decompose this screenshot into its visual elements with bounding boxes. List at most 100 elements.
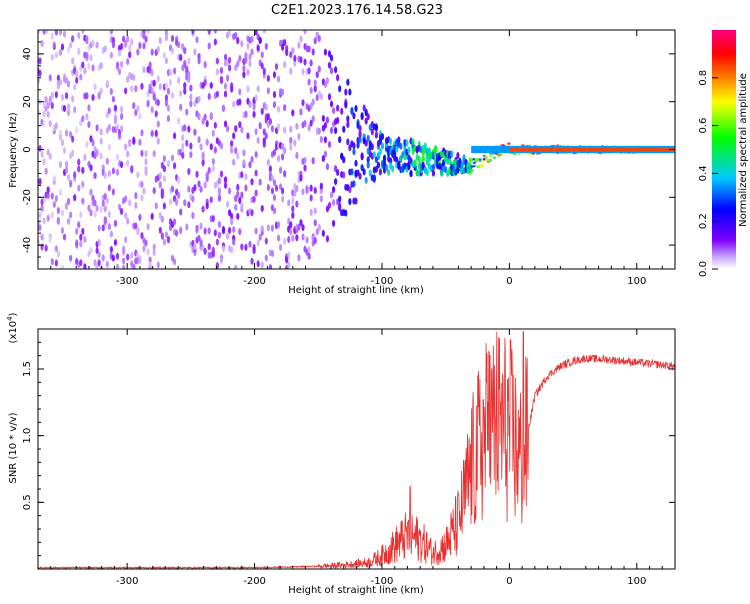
- heatmap-cell: [40, 233, 44, 241]
- heatmap-cell: [140, 129, 144, 137]
- heatmap-cell: [248, 161, 252, 169]
- heatmap-cell: [109, 88, 113, 96]
- heatmap-cell: [272, 71, 277, 79]
- heatmap-cell: [87, 121, 91, 129]
- heatmap-cell: [234, 125, 238, 133]
- heatmap-cell: [187, 125, 191, 133]
- heatmap-cell: [395, 145, 399, 153]
- heatmap-cell: [299, 56, 303, 64]
- heatmap-cell: [254, 189, 258, 197]
- heatmap-cell: [109, 245, 113, 253]
- heatmap-cell: [230, 85, 234, 93]
- heatmap-cell: [266, 87, 270, 95]
- heatmap-cell: [283, 39, 287, 47]
- heatmap-cell: [122, 257, 126, 265]
- heatmap-cell: [195, 226, 199, 234]
- heatmap-cell: [119, 105, 124, 113]
- heatmap-cell: [307, 246, 311, 254]
- heatmap-cell: [156, 120, 160, 128]
- heatmap-cell: [142, 187, 146, 195]
- heatmap-cell: [46, 192, 50, 200]
- heatmap-cell: [488, 159, 493, 162]
- heatmap-cell: [223, 90, 228, 98]
- spectrogram-y-label: Frequency (Hz): [8, 112, 19, 188]
- heatmap-cell: [107, 107, 111, 115]
- heatmap-cell: [221, 104, 226, 112]
- heatmap-cell: [372, 175, 376, 183]
- heatmap-cell: [79, 119, 83, 127]
- heatmap-cell: [407, 146, 411, 154]
- heatmap-cell: [232, 100, 236, 108]
- heatmap-cell: [236, 37, 240, 45]
- heatmap-cell: [93, 83, 97, 91]
- heatmap-cell: [311, 115, 315, 123]
- heatmap-cell: [38, 144, 42, 152]
- heatmap-cell: [238, 196, 242, 204]
- heatmap-cell: [248, 53, 252, 61]
- heatmap-cell: [144, 166, 148, 174]
- heatmap-cell: [119, 42, 124, 50]
- x-tick-label: -100: [371, 576, 394, 587]
- heatmap-cell: [305, 187, 309, 195]
- heatmap-cell: [352, 180, 356, 188]
- heatmap-cell: [54, 51, 58, 59]
- heatmap-cell: [199, 240, 203, 248]
- heatmap-cell: [264, 42, 268, 50]
- heatmap-cell: [223, 181, 228, 189]
- heatmap-cell: [66, 80, 71, 88]
- heatmap-cell: [321, 114, 325, 122]
- heatmap-cell: [179, 103, 183, 111]
- heatmap-cell: [207, 42, 211, 50]
- heatmap-cell: [248, 240, 252, 248]
- y-tick-label: 20: [22, 95, 33, 108]
- heatmap-cell: [254, 227, 258, 235]
- heatmap-cell: [283, 61, 287, 69]
- heatmap-cell: [138, 213, 142, 221]
- heatmap-cell: [170, 35, 175, 43]
- heatmap-cell: [50, 211, 54, 219]
- heatmap-cell: [166, 160, 171, 168]
- heatmap-cell: [54, 195, 58, 203]
- heatmap-cell: [75, 70, 79, 78]
- snr-x-label: Height of straight line (km): [288, 585, 424, 596]
- heatmap-cell: [327, 50, 332, 58]
- heatmap-cell: [177, 176, 181, 184]
- heatmap-cell: [329, 54, 334, 62]
- heatmap-cell: [46, 110, 50, 118]
- heatmap-cell: [66, 46, 71, 54]
- heatmap-cell: [95, 204, 99, 212]
- heatmap-cell: [124, 143, 128, 151]
- heatmap-cell: [60, 43, 65, 51]
- heatmap-cell: [313, 37, 317, 45]
- heatmap-cell: [162, 155, 166, 163]
- heatmap-cell: [276, 75, 281, 83]
- heatmap-cell: [40, 243, 44, 251]
- heatmap-cell: [203, 61, 207, 69]
- heatmap-cell: [378, 168, 383, 176]
- heatmap-cell: [197, 57, 201, 65]
- heatmap-cell: [431, 163, 436, 171]
- heatmap-cell: [213, 38, 217, 46]
- heatmap-cell: [205, 172, 209, 180]
- heatmap-cell: [195, 170, 199, 178]
- heatmap-cell: [299, 35, 303, 43]
- heatmap-cell: [272, 101, 277, 109]
- heatmap-cell: [77, 32, 81, 40]
- heatmap-cell: [356, 141, 360, 149]
- heatmap-cell: [56, 250, 60, 258]
- heatmap-cell: [527, 152, 531, 156]
- heatmap-cell: [236, 183, 240, 191]
- heatmap-cell: [181, 43, 185, 51]
- heatmap-cell: [260, 62, 264, 70]
- heatmap-cell: [164, 94, 169, 102]
- heatmap-cell: [56, 207, 60, 215]
- heatmap-cell: [81, 197, 85, 205]
- heatmap-cell: [126, 159, 130, 167]
- heatmap-cell: [40, 150, 44, 158]
- heatmap-cell: [354, 104, 358, 112]
- heatmap-cell: [130, 166, 134, 174]
- heatmap-cell: [185, 65, 189, 73]
- heatmap-cell: [64, 203, 69, 211]
- heatmap-cell: [107, 210, 111, 218]
- heatmap-cell: [374, 123, 378, 131]
